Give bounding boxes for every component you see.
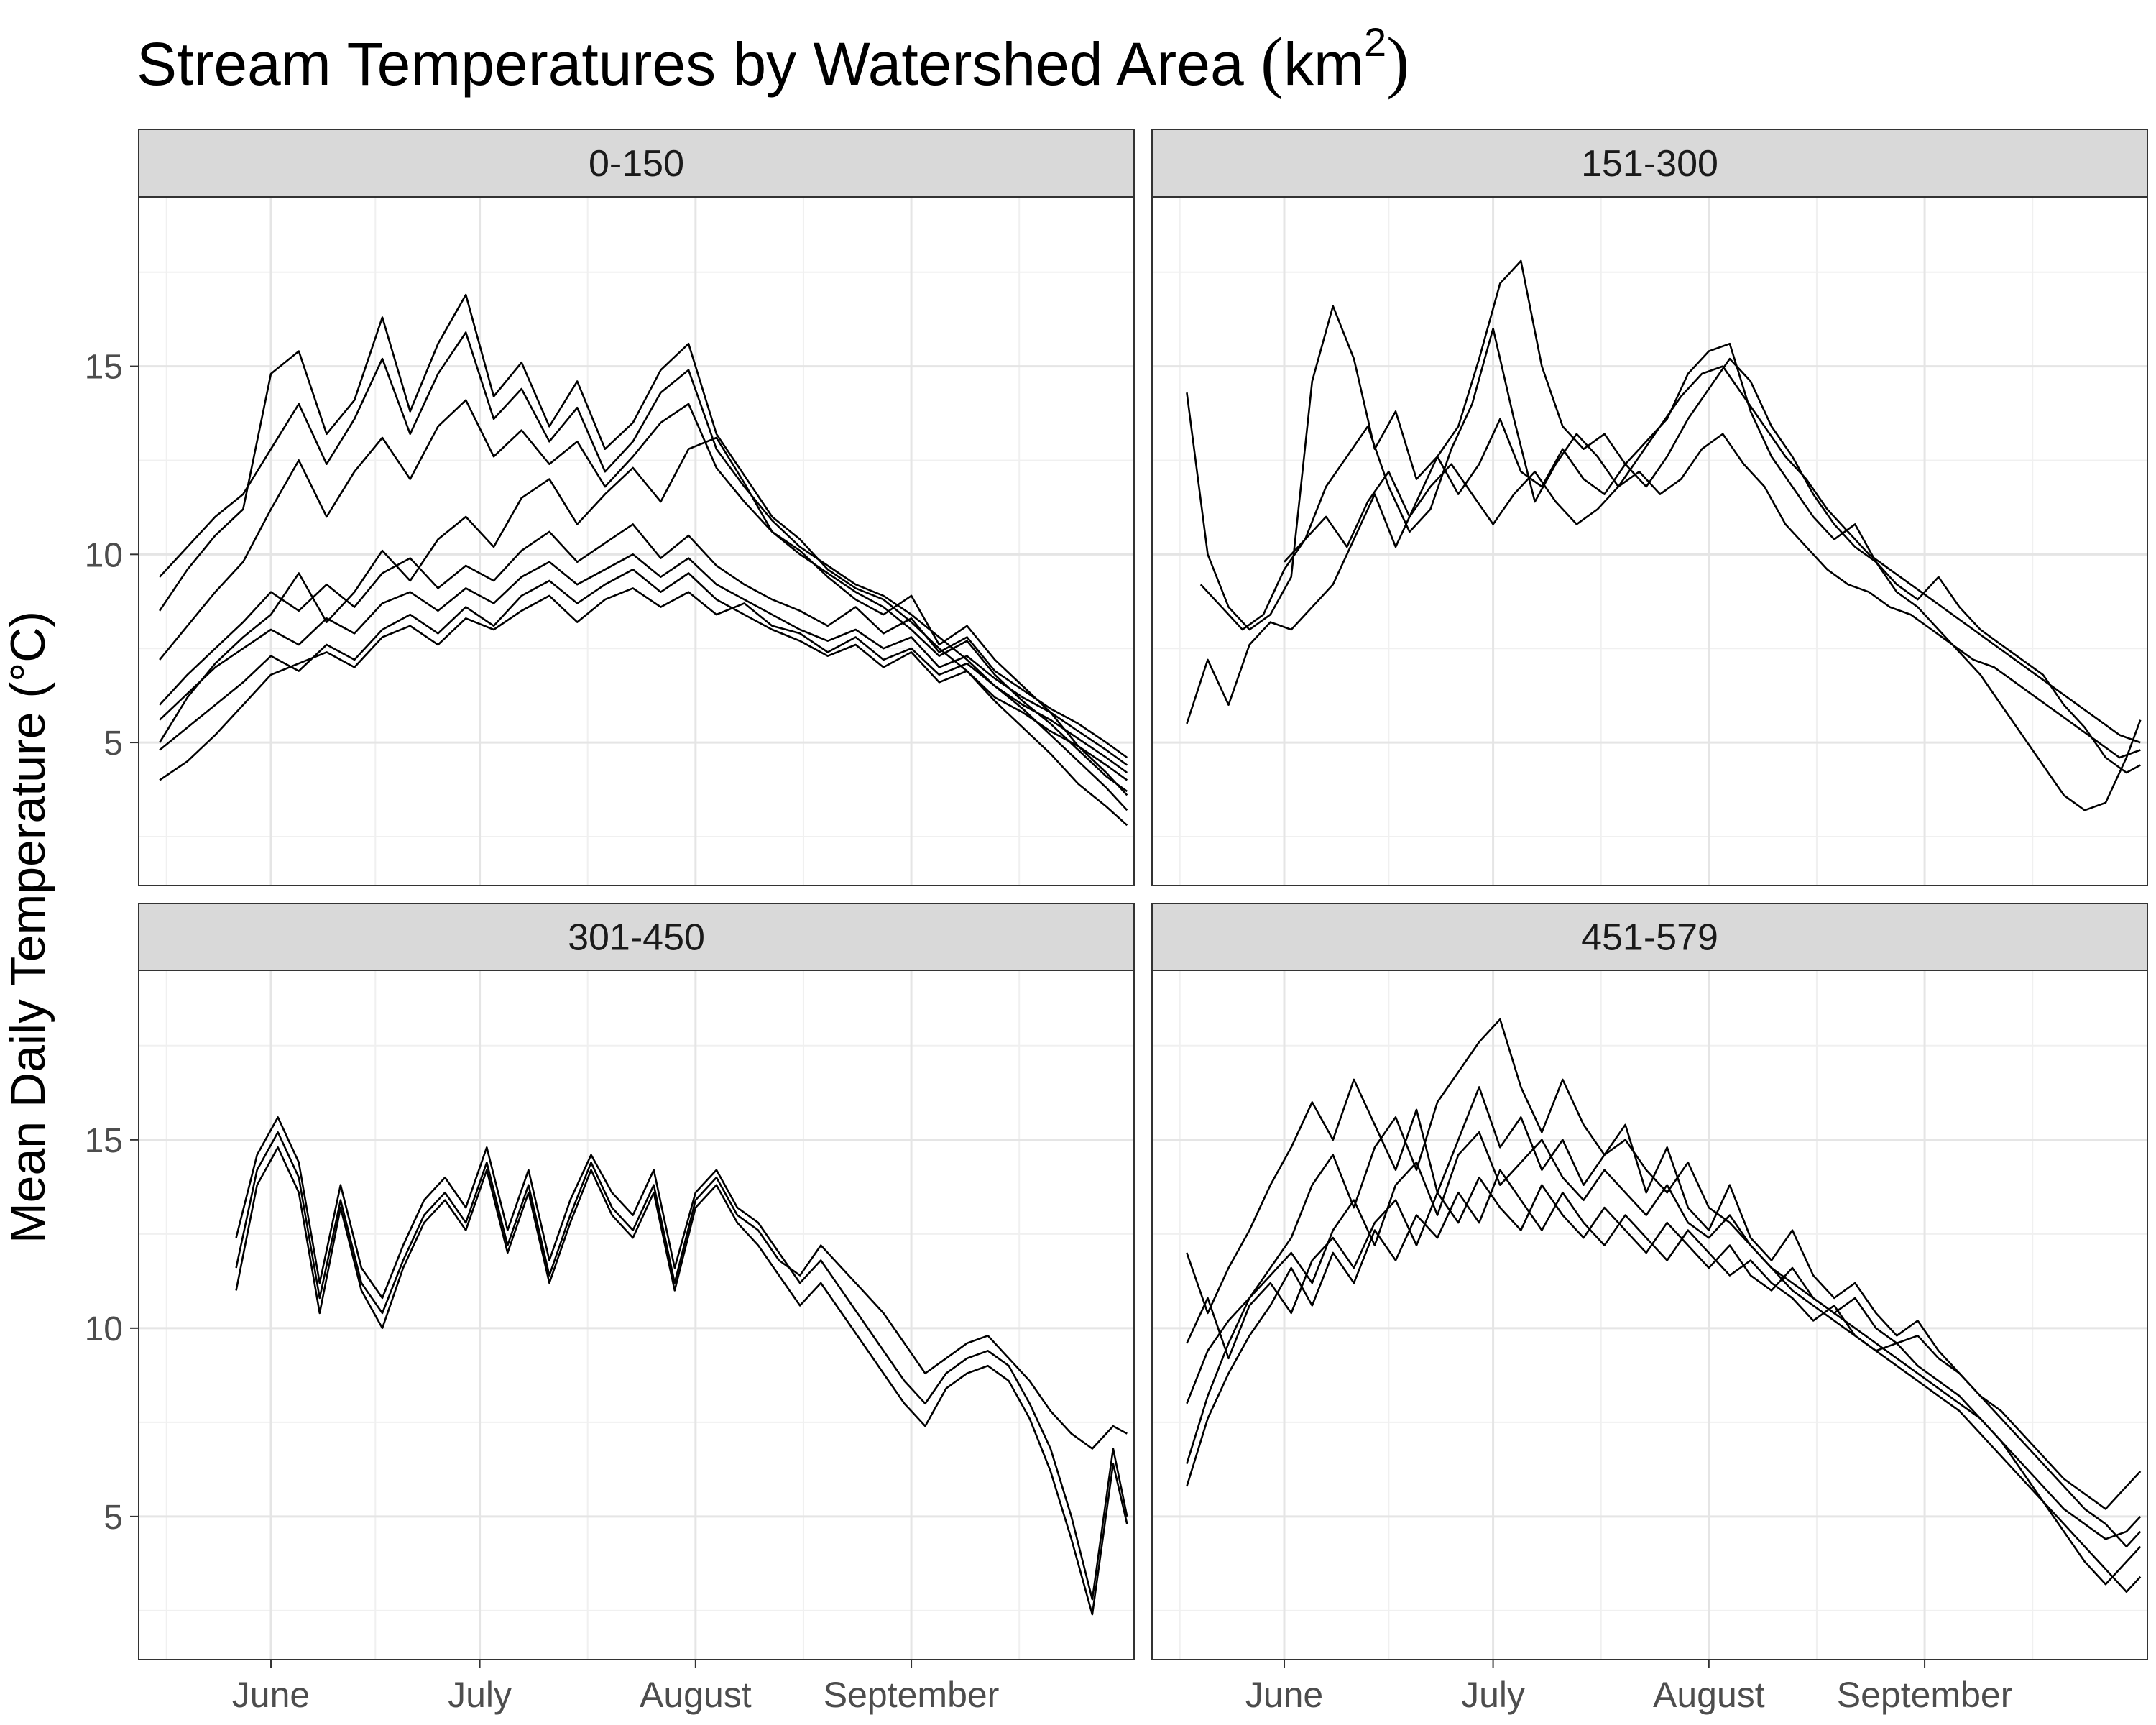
facet-panel: 301-450 5 10 15 June July August September (85, 903, 1135, 1715)
panel-background (139, 197, 1134, 886)
facet-strip (1151, 129, 2148, 198)
facet-strip-label: 451-579 (1581, 917, 1718, 959)
series-line (1186, 259, 2141, 774)
chart-title: Stream Temperatures by Watershed Area (k… (137, 19, 1410, 101)
panel-background (139, 970, 1134, 1660)
title-close-paren: ) (1386, 23, 1410, 100)
facet-strip (138, 903, 1135, 971)
title-unit-superscript: 2 (1364, 19, 1387, 65)
x-tick-label: June (232, 1675, 310, 1715)
series-line (1186, 1018, 2142, 1593)
panel-border (1151, 196, 2148, 886)
facet-strip-label: 0-150 (589, 143, 684, 185)
series-line (1186, 357, 2142, 811)
series-line (1284, 365, 2141, 744)
y-axis-title: Mean Daily Temperature (°C) (1, 611, 55, 1243)
series-line (1186, 1176, 2142, 1510)
facet-panel: 451-579 June July August September (1151, 903, 2148, 1715)
series-line (159, 331, 1128, 811)
facet-panel: 0-150 5 10 15 (85, 129, 1135, 886)
x-tick-label: June (1245, 1675, 1323, 1715)
series-line (235, 1116, 1128, 1601)
series-line (1199, 327, 2141, 759)
panel-border (1151, 970, 2148, 1660)
x-tick-label: July (448, 1675, 512, 1715)
panel-background (1152, 197, 2147, 886)
series-line (159, 568, 1128, 781)
series-line (1186, 1078, 2142, 1548)
y-tick-label: 5 (103, 724, 123, 763)
x-tick-label: August (1653, 1675, 1765, 1715)
panel-background (1152, 970, 2147, 1660)
x-tick-label: September (1837, 1675, 2013, 1715)
chart-title-text: Stream Temperatures by Watershed Area (137, 30, 1261, 98)
series-line (159, 587, 1128, 781)
y-tick-label: 5 (103, 1499, 123, 1537)
x-tick-label: September (824, 1675, 1000, 1715)
series-line (1186, 1169, 2142, 1586)
y-tick-label: 10 (85, 536, 123, 574)
series-line (159, 523, 1128, 759)
series-line (159, 399, 1128, 793)
facet-strip-label: 301-450 (568, 917, 705, 959)
title-open-paren: ( (1261, 23, 1284, 100)
y-tick-label: 10 (85, 1310, 123, 1348)
series-line (158, 436, 1128, 796)
facet-panels: 0-150 5 10 15 151-300 301-450 5 10 15 June July Aug… (85, 129, 2148, 1715)
title-unit: km (1284, 30, 1365, 98)
series-line (235, 1146, 1128, 1616)
facet-strip (138, 129, 1135, 198)
facet-strip-label: 151-300 (1581, 143, 1718, 185)
x-tick-label: July (1461, 1675, 1525, 1715)
facet-panel: 151-300 (1151, 129, 2148, 886)
y-tick-label: 15 (85, 1122, 123, 1160)
panel-border (138, 196, 1135, 886)
series-line (159, 553, 1128, 766)
series-line (235, 1131, 1128, 1450)
y-tick-label: 15 (85, 349, 123, 387)
x-tick-label: August (640, 1675, 752, 1715)
panel-border (138, 970, 1135, 1660)
facet-strip (1151, 903, 2148, 971)
